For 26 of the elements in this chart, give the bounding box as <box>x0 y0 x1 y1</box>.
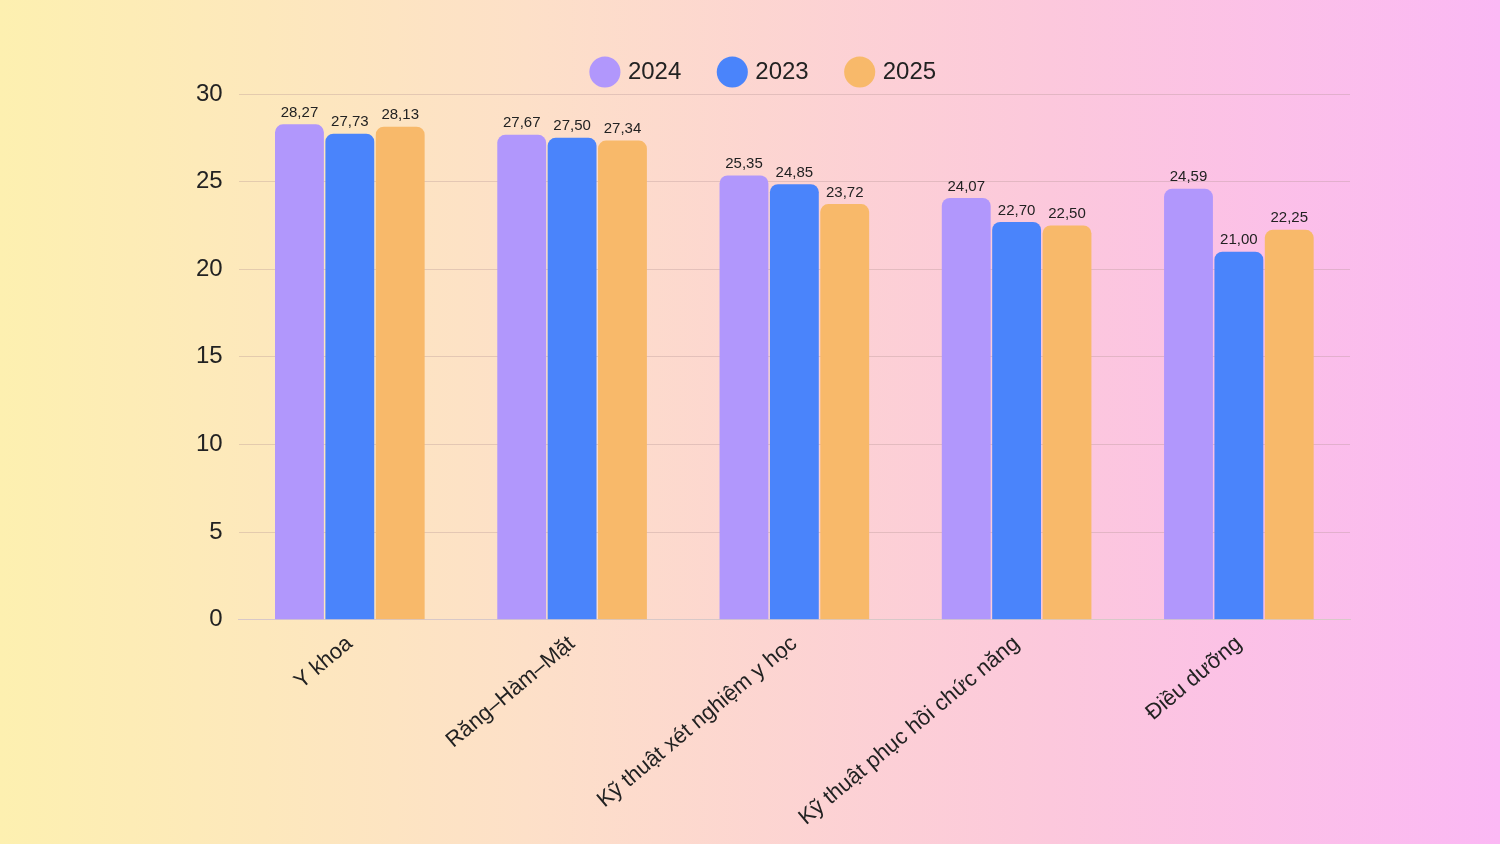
data-label: 23,72 <box>825 182 864 200</box>
data-label: 24,59 <box>1169 167 1208 185</box>
data-label: 22,70 <box>997 200 1036 218</box>
data-label: 27,67 <box>502 113 541 131</box>
data-label: 24,07 <box>947 176 985 194</box>
legend-label: 2025 <box>882 56 937 84</box>
data-label: 28,13 <box>381 105 419 123</box>
data-label: 28,27 <box>280 102 319 120</box>
data-label: 25,35 <box>725 154 763 172</box>
data-label: 27,73 <box>331 112 369 130</box>
legend-label: 2024 <box>627 56 682 84</box>
x-tick-label: Y khoa <box>288 629 358 694</box>
y-tick-label: 15 <box>195 341 223 369</box>
y-tick-label: 0 <box>209 604 223 632</box>
data-label: 21,00 <box>1220 230 1258 248</box>
y-tick-label: 20 <box>195 253 223 281</box>
data-label: 27,50 <box>553 116 591 134</box>
data-label: 22,25 <box>1270 208 1309 226</box>
y-tick-label: 5 <box>209 516 223 544</box>
data-label: 22,50 <box>1048 204 1086 222</box>
y-tick-label: 30 <box>195 78 223 106</box>
y-tick-label: 25 <box>195 166 223 194</box>
data-label: 27,34 <box>603 119 642 137</box>
data-label: 24,85 <box>775 162 814 180</box>
y-tick-label: 10 <box>195 429 223 457</box>
legend-label: 2023 <box>755 56 809 84</box>
